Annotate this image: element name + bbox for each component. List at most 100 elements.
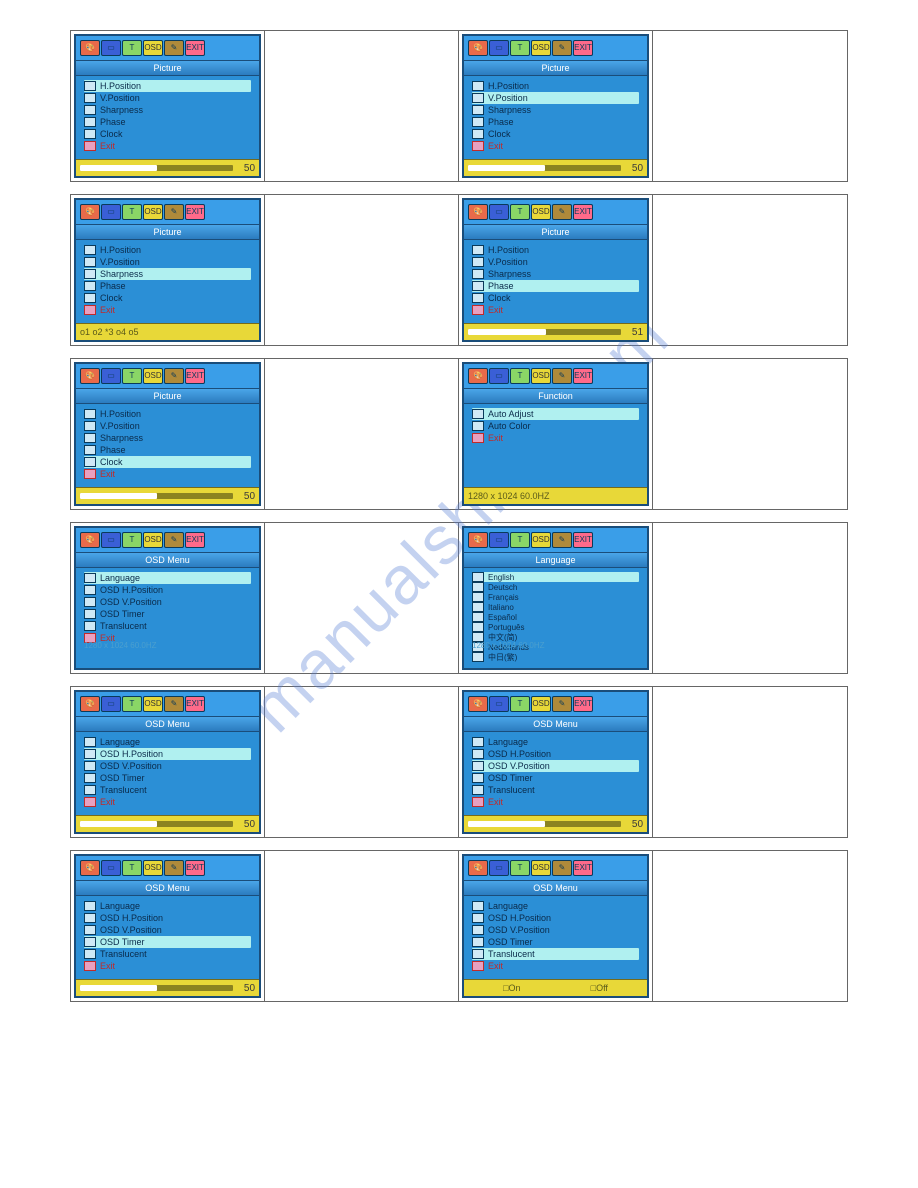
menu-item[interactable]: Clock bbox=[472, 128, 639, 140]
menu-item-label: V.Position bbox=[488, 93, 528, 103]
menu-item[interactable]: OSD H.Position bbox=[84, 584, 251, 596]
menu-item[interactable]: Phase bbox=[472, 280, 639, 292]
menu-item[interactable]: Français bbox=[472, 592, 639, 602]
menu-item[interactable]: Phase bbox=[84, 280, 251, 292]
menu-item[interactable]: Sharpness bbox=[84, 432, 251, 444]
slider-track[interactable] bbox=[80, 985, 233, 991]
menu-item-icon bbox=[84, 609, 96, 619]
menu-item[interactable]: Auto Color bbox=[472, 420, 639, 432]
menu-item-label: Exit bbox=[100, 797, 115, 807]
menu-item[interactable]: OSD Timer bbox=[472, 936, 639, 948]
osd-icon: OSD bbox=[143, 532, 163, 548]
menu-item[interactable]: Exit bbox=[84, 796, 251, 808]
menu-item-label: Exit bbox=[488, 433, 503, 443]
menu-item[interactable]: OSD V.Position bbox=[84, 596, 251, 608]
menu-item-icon bbox=[472, 652, 484, 662]
menu-item[interactable]: Translucent bbox=[84, 948, 251, 960]
menu-item[interactable]: OSD V.Position bbox=[472, 924, 639, 936]
menu-item[interactable]: OSD Timer bbox=[84, 772, 251, 784]
menu-item[interactable]: Clock bbox=[84, 292, 251, 304]
slider-track[interactable] bbox=[468, 165, 621, 171]
menu-item[interactable]: Exit bbox=[84, 140, 251, 152]
slider-track[interactable] bbox=[80, 165, 233, 171]
menu-item[interactable]: Translucent bbox=[472, 948, 639, 960]
menu-item[interactable]: OSD V.Position bbox=[84, 924, 251, 936]
menu-item[interactable]: Phase bbox=[84, 444, 251, 456]
menu-item[interactable]: V.Position bbox=[472, 92, 639, 104]
menu-item[interactable]: OSD Timer bbox=[84, 936, 251, 948]
exit-icon: EXIT bbox=[185, 40, 205, 56]
menu-item[interactable]: Language bbox=[84, 736, 251, 748]
menu-item[interactable]: Language bbox=[84, 572, 251, 584]
osd-body: LanguageOSD H.PositionOSD V.PositionOSD … bbox=[76, 732, 259, 810]
menu-item[interactable]: H.Position bbox=[472, 80, 639, 92]
menu-item[interactable]: 中日(繁) bbox=[472, 652, 639, 662]
menu-item[interactable]: OSD H.Position bbox=[84, 912, 251, 924]
menu-item-icon bbox=[84, 749, 96, 759]
menu-item[interactable]: V.Position bbox=[84, 420, 251, 432]
menu-item[interactable]: V.Position bbox=[84, 256, 251, 268]
osd-body: LanguageOSD H.PositionOSD V.PositionOSD … bbox=[76, 896, 259, 974]
slider-value: 50 bbox=[237, 819, 255, 830]
menu-item[interactable]: OSD Timer bbox=[472, 772, 639, 784]
menu-item-label: OSD V.Position bbox=[100, 925, 162, 935]
menu-item[interactable]: Clock bbox=[84, 128, 251, 140]
menu-item[interactable]: Clock bbox=[472, 292, 639, 304]
exit-icon: EXIT bbox=[185, 696, 205, 712]
menu-item[interactable]: H.Position bbox=[84, 244, 251, 256]
menu-item[interactable]: Translucent bbox=[84, 620, 251, 632]
menu-item[interactable]: Clock bbox=[84, 456, 251, 468]
option-on[interactable]: □On bbox=[503, 983, 520, 993]
menu-item[interactable]: English bbox=[472, 572, 639, 582]
menu-item[interactable]: Auto Adjust bbox=[472, 408, 639, 420]
menu-item-icon bbox=[472, 257, 484, 267]
menu-item[interactable]: OSD H.Position bbox=[472, 912, 639, 924]
onoff-row: □On □Off bbox=[468, 983, 643, 993]
menu-item[interactable]: Exit bbox=[472, 960, 639, 972]
menu-item[interactable]: Translucent bbox=[84, 784, 251, 796]
menu-item[interactable]: OSD V.Position bbox=[84, 760, 251, 772]
menu-item[interactable]: Exit bbox=[472, 796, 639, 808]
menu-item[interactable]: OSD H.Position bbox=[84, 748, 251, 760]
menu-item[interactable]: Sharpness bbox=[84, 268, 251, 280]
menu-item[interactable]: Português bbox=[472, 622, 639, 632]
osd-screen: 🎨▭TOSD✎EXITOSD MenuLanguageOSD H.Positio… bbox=[74, 526, 261, 670]
menu-item[interactable]: Exit bbox=[472, 304, 639, 316]
menu-item[interactable]: H.Position bbox=[84, 80, 251, 92]
menu-item[interactable]: Exit bbox=[84, 468, 251, 480]
menu-item[interactable]: Exit bbox=[84, 304, 251, 316]
menu-item[interactable]: Language bbox=[472, 736, 639, 748]
menu-item[interactable]: OSD V.Position bbox=[472, 760, 639, 772]
menu-item[interactable]: Español bbox=[472, 612, 639, 622]
menu-item[interactable]: Deutsch bbox=[472, 582, 639, 592]
menu-item[interactable]: V.Position bbox=[472, 256, 639, 268]
menu-item[interactable]: Sharpness bbox=[472, 268, 639, 280]
slider-track[interactable] bbox=[468, 821, 621, 827]
menu-item-icon bbox=[472, 293, 484, 303]
menu-item[interactable]: Sharpness bbox=[472, 104, 639, 116]
table-row: 🎨▭TOSD✎EXITOSD MenuLanguageOSD H.Positio… bbox=[70, 522, 848, 674]
menu-item[interactable]: Language bbox=[84, 900, 251, 912]
menu-item[interactable]: OSD Timer bbox=[84, 608, 251, 620]
osd-icon-bar: 🎨▭TOSD✎EXIT bbox=[76, 856, 259, 880]
menu-item[interactable]: Exit bbox=[472, 432, 639, 444]
menu-item[interactable]: OSD H.Position bbox=[472, 748, 639, 760]
slider-track[interactable] bbox=[80, 493, 233, 499]
osd-screen: 🎨▭TOSD✎EXITFunctionAuto AdjustAuto Color… bbox=[462, 362, 649, 506]
menu-item[interactable]: Italiano bbox=[472, 602, 639, 612]
menu-item-label: OSD V.Position bbox=[100, 761, 162, 771]
option-off[interactable]: □Off bbox=[591, 983, 608, 993]
slider-track[interactable] bbox=[80, 821, 233, 827]
screen-icon: ▭ bbox=[101, 532, 121, 548]
menu-item[interactable]: V.Position bbox=[84, 92, 251, 104]
menu-item[interactable]: Sharpness bbox=[84, 104, 251, 116]
menu-item[interactable]: H.Position bbox=[472, 244, 639, 256]
menu-item[interactable]: Phase bbox=[472, 116, 639, 128]
menu-item[interactable]: Translucent bbox=[472, 784, 639, 796]
menu-item[interactable]: Exit bbox=[472, 140, 639, 152]
menu-item[interactable]: Phase bbox=[84, 116, 251, 128]
menu-item[interactable]: Exit bbox=[84, 960, 251, 972]
menu-item[interactable]: H.Position bbox=[84, 408, 251, 420]
slider-track[interactable] bbox=[468, 329, 621, 335]
menu-item[interactable]: Language bbox=[472, 900, 639, 912]
